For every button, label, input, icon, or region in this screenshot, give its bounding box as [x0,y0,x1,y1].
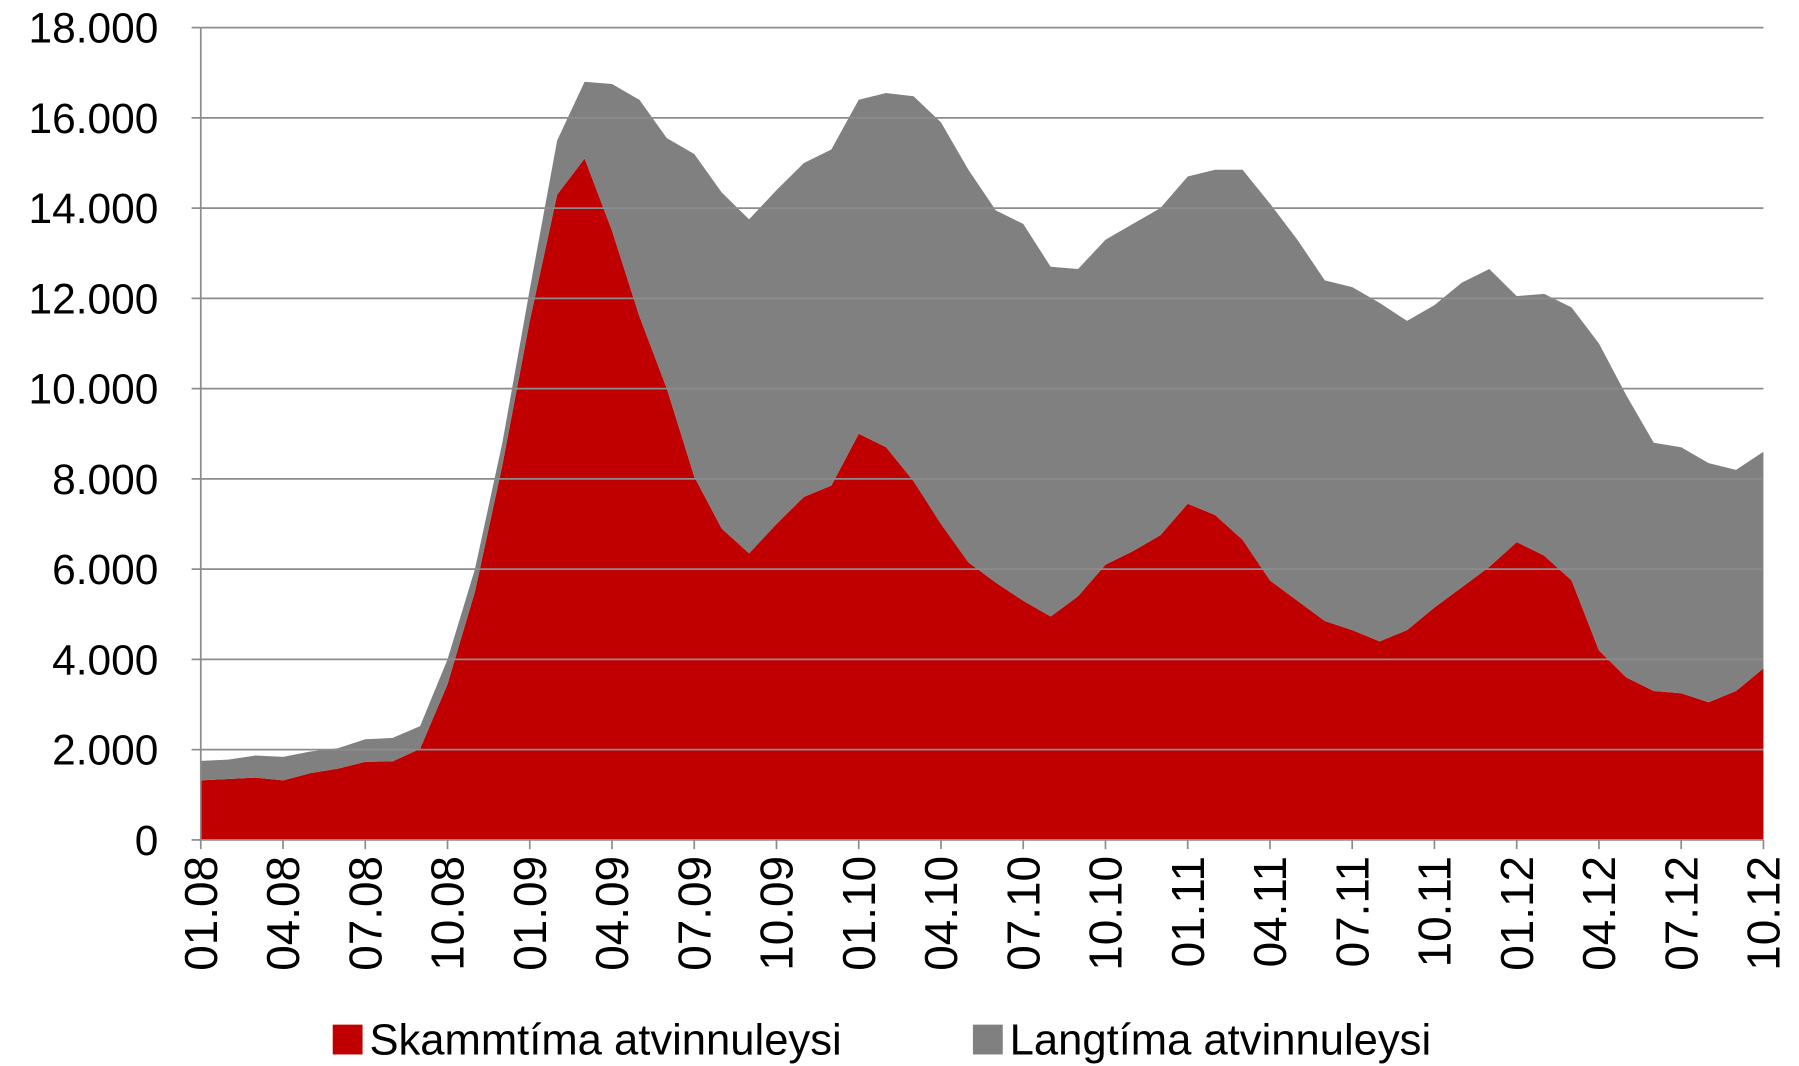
y-tick-label: 8.000 [52,456,158,503]
legend-label: Langtíma atvinnuleysi [1010,1016,1432,1064]
x-tick-label: 07.08 [339,856,391,971]
x-tick-label: 01.11 [1162,856,1214,967]
legend-label: Skammtíma atvinnuleysi [369,1016,841,1064]
x-tick-label: 10.08 [422,856,474,971]
x-tick-label: 01.10 [833,856,885,971]
x-tick-label: 04.12 [1573,856,1625,971]
x-tick-label: 01.08 [175,856,227,971]
x-tick-label: 10.12 [1737,856,1789,971]
area [200,81,1764,781]
x-tick-label: 04.09 [586,856,638,971]
y-tick-label: 16.000 [29,95,159,142]
y-tick-label: 0 [135,817,159,864]
x-tick-label: 07.10 [997,856,1049,971]
x-tick-label: 07.09 [668,856,720,971]
y-tick-label: 4.000 [52,636,158,683]
x-tick-label: 07.11 [1326,856,1378,967]
x-tick-label: 04.08 [257,856,309,971]
y-tick-label: 14.000 [29,185,159,232]
x-tick-label: 01.12 [1491,856,1543,971]
x-tick-label: 10.11 [1409,856,1461,967]
x-tick-label: 10.09 [751,856,803,971]
y-tick-label: 2.000 [52,727,158,774]
legend-swatch [972,1024,1003,1055]
y-tick-label: 18.000 [29,5,159,52]
x-tick-label: 01.09 [504,856,556,971]
legend-swatch [332,1024,363,1055]
y-tick-label: 12.000 [29,275,159,322]
x-tick-label: 07.12 [1655,856,1707,971]
x-tick-label: 04.10 [915,856,967,971]
x-tick-label: 10.10 [1080,856,1132,971]
area [200,158,1764,840]
y-tick-label: 6.000 [52,546,158,593]
y-tick-label: 10.000 [29,366,159,413]
x-tick-label: 04.11 [1244,856,1296,967]
